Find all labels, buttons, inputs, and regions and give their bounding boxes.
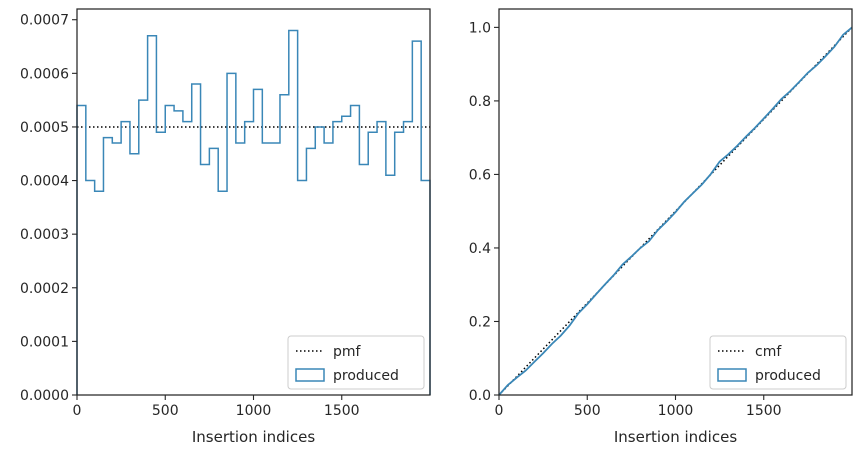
x-tick-label: 1000 [236, 403, 272, 419]
legend: cmf produced [709, 335, 847, 390]
series-line-produced [76, 29, 431, 395]
y-tick-label: 0.0001 [20, 334, 69, 350]
y-tick-label: 0.8 [469, 94, 491, 110]
plot-area [498, 26, 853, 396]
cmf-cumulative-panel: 0 500 1000 1500 0.0 0.2 0.4 0.6 0.8 1.0 Insertion … [469, 8, 853, 446]
legend-box [287, 335, 425, 390]
legend-label-produced: produced [333, 368, 399, 384]
plot-area [76, 29, 431, 395]
legend-label-cmf: cmf [755, 344, 782, 360]
legend: pmf produced [287, 335, 425, 390]
y-tick-label: 0.0002 [20, 281, 69, 297]
legend-box [709, 335, 847, 390]
y-tick-label: 0.0005 [20, 120, 69, 136]
legend-swatch-produced [295, 368, 325, 382]
legend-label-pmf: pmf [333, 344, 362, 360]
series-line-produced [498, 26, 853, 396]
y-tick-label: 1.0 [469, 20, 491, 36]
y-tick-label: 0.0000 [20, 388, 69, 404]
x-axis-label: Insertion indices [192, 428, 315, 446]
x-tick-label: 500 [574, 403, 601, 419]
y-tick-label: 0.0006 [20, 66, 69, 82]
x-axis-label: Insertion indices [614, 428, 737, 446]
x-tick-label: 1000 [658, 403, 694, 419]
legend-label-produced: produced [755, 368, 821, 384]
x-tick-label: 0 [495, 403, 504, 419]
y-tick-label: 0.6 [469, 167, 491, 183]
x-tick-label: 1500 [746, 403, 782, 419]
y-tick-label: 0.0 [469, 388, 491, 404]
x-tick-label: 1500 [324, 403, 360, 419]
y-tick-label: 0.0004 [20, 174, 69, 190]
pmf-histogram-panel: 0 500 1000 1500 0.0000 0.0001 0.0002 0.0003 0.00… [20, 8, 431, 446]
x-tick-label: 500 [152, 403, 179, 419]
y-tick-label: 0.2 [469, 314, 491, 330]
y-tick-label: 0.0003 [20, 227, 69, 243]
y-tick-label: 0.0007 [20, 13, 69, 29]
legend-swatch-produced [717, 368, 747, 382]
y-tick-label: 0.4 [469, 241, 491, 257]
x-tick-label: 0 [73, 403, 82, 419]
